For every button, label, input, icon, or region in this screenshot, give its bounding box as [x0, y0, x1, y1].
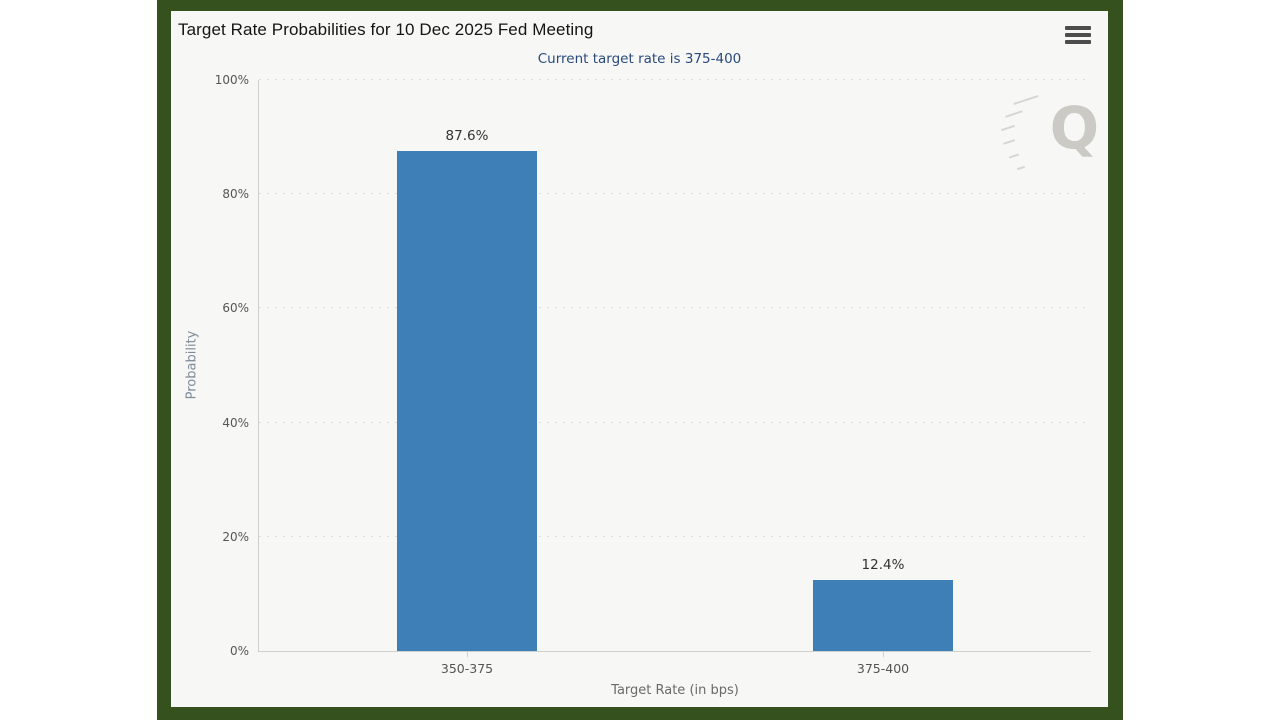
plot-area: Target Rate (in bps) 0% 20% 40% 60% 80% 100% 8… — [215, 73, 1091, 698]
x-tick-label-375-400: 375-400 — [856, 661, 910, 676]
gridline-40 — [259, 421, 1091, 423]
y-tick-label-100: 100% — [214, 73, 249, 87]
hamburger-icon — [1062, 25, 1094, 44]
chart-panel: Target Rate Probabilities for 10 Dec 202… — [171, 11, 1108, 707]
bar-value-label-350-375: 87.6% — [445, 127, 489, 144]
y-tick-label-60: 60% — [222, 301, 249, 316]
x-tick-mark-375-400 — [883, 651, 884, 657]
bar-375-400[interactable] — [813, 580, 953, 651]
bar-value-label-375-400: 12.4% — [861, 557, 905, 574]
gridline-60 — [259, 307, 1091, 309]
y-tick-label-80: 80% — [222, 187, 249, 202]
chart-title: Target Rate Probabilities for 10 Dec 202… — [178, 20, 594, 39]
x-tick-label-350-375: 350-375 — [440, 661, 494, 676]
y-tick-label-40: 40% — [222, 415, 249, 430]
gridline-20 — [259, 535, 1091, 537]
gridline-100 — [259, 79, 1091, 80]
y-axis-title: Probability — [184, 330, 200, 400]
x-axis-title: Target Rate (in bps) — [611, 683, 739, 698]
y-tick-label-20: 20% — [222, 529, 249, 544]
quikstrike-q-logo: Q — [1001, 94, 1099, 179]
chart-subtitle: Current target rate is 375-400 — [537, 51, 742, 67]
x-tick-mark-350-375 — [467, 651, 468, 657]
watermark-letter: Q — [1049, 94, 1099, 162]
chart-context-menu-button[interactable] — [1062, 24, 1094, 48]
gridline-80 — [259, 193, 1091, 195]
y-tick-label-0: 0% — [229, 644, 249, 658]
bar-350-375[interactable] — [397, 150, 537, 651]
chart-frame: Target Rate Probabilities for 10 Dec 202… — [157, 0, 1123, 720]
